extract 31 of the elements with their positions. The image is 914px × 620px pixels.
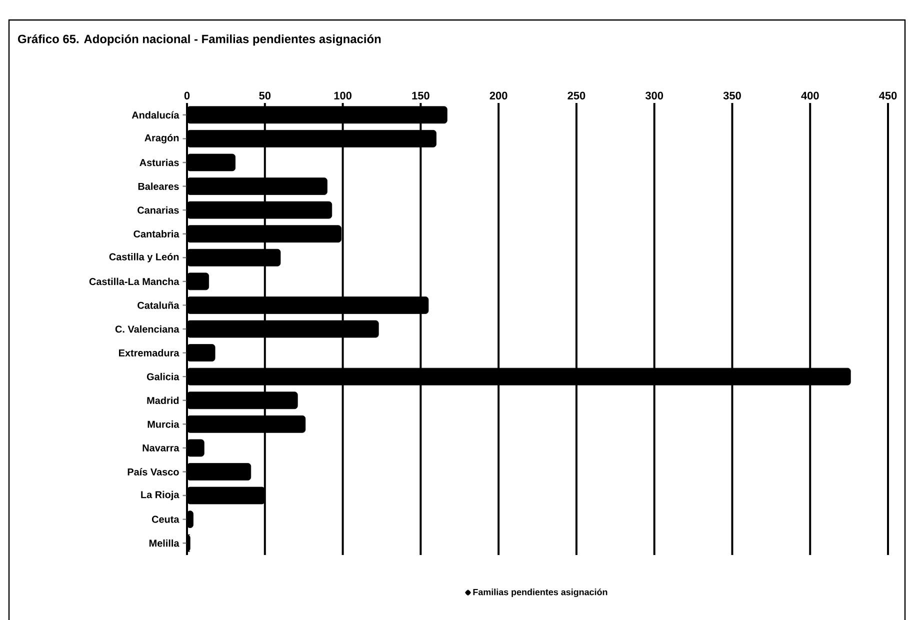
y-tick-label: Baleares bbox=[138, 182, 179, 190]
x-tick-label: 0 bbox=[184, 92, 190, 100]
y-tick-label: Cataluña bbox=[138, 302, 180, 309]
y-tick-label: Ceuta bbox=[152, 516, 180, 523]
x-tick-label: 400 bbox=[801, 92, 819, 100]
y-tick-label: Castilla y León bbox=[109, 252, 179, 262]
x-tick-label: 150 bbox=[412, 92, 430, 100]
y-tick-label: Cantabria bbox=[134, 230, 180, 238]
y-tick-label: Extremadura bbox=[119, 349, 180, 356]
y-tick-label: Castilla-La Mancha bbox=[89, 278, 180, 286]
y-tick-label: Galicia bbox=[146, 372, 180, 380]
y-tick-label: Andalucía bbox=[132, 111, 180, 119]
y-tick-label: Melilla bbox=[149, 539, 180, 547]
x-tick-label: 350 bbox=[723, 92, 741, 100]
y-tick-label: País Vasco bbox=[128, 468, 179, 476]
legend-label: Familias pendientes asignación bbox=[473, 588, 608, 598]
x-tick-label: 200 bbox=[490, 92, 508, 100]
y-tick-label: La Rioja bbox=[141, 490, 180, 500]
y-tick-label: Navarra bbox=[142, 444, 180, 452]
x-tick-label: 100 bbox=[334, 92, 352, 100]
x-tick-label: 250 bbox=[568, 92, 586, 100]
y-tick-label: Canarias bbox=[138, 206, 179, 214]
x-tick-label: 300 bbox=[645, 92, 664, 100]
chart-title: Gráfico 65. Adopción nacional - Familias pendientes asignación bbox=[18, 34, 381, 46]
x-tick-label: 50 bbox=[259, 92, 271, 100]
y-tick-label: Murcia bbox=[148, 420, 180, 428]
y-tick-label: Aragón bbox=[144, 134, 179, 144]
y-tick-label: C. Valenciana bbox=[115, 325, 180, 333]
x-tick-label: 450 bbox=[879, 92, 897, 100]
y-tick-label: Asturias bbox=[140, 158, 179, 166]
y-tick-label: Madrid bbox=[147, 396, 179, 404]
